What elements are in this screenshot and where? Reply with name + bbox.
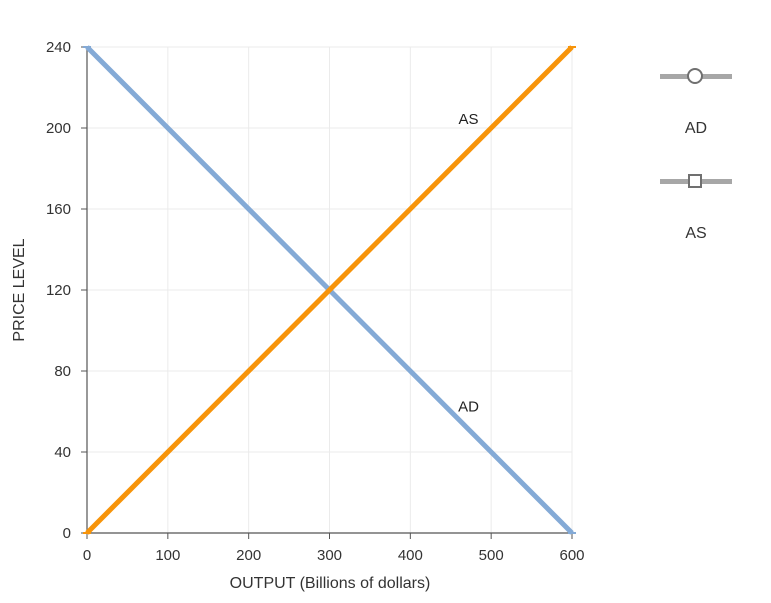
curve-label-ad: AD	[458, 399, 479, 416]
legend-item-ad[interactable]: AD	[656, 62, 736, 167]
x-axis-title: OUTPUT (Billions of dollars)	[230, 575, 431, 592]
y-axis-title: PRICE LEVEL	[11, 238, 28, 341]
x-tick-label: 400	[398, 547, 423, 564]
x-tick-label: 600	[559, 547, 584, 564]
legend-label-ad: AD	[684, 120, 708, 137]
circle-marker-icon	[687, 68, 703, 84]
legend: AD AS	[656, 62, 736, 272]
x-tick-label: 300	[317, 547, 342, 564]
x-tick-label: 200	[236, 547, 261, 564]
y-tick-label: 160	[46, 201, 71, 218]
curve-labels: AD AS	[458, 111, 479, 416]
legend-label-as: AS	[685, 225, 707, 242]
x-tick-label: 500	[479, 547, 504, 564]
y-tick-label: 40	[54, 444, 71, 461]
x-tick-label: 0	[83, 547, 91, 564]
y-tick-label: 200	[46, 120, 71, 137]
y-tick-label: 0	[63, 525, 71, 542]
y-tick-label: 80	[54, 363, 71, 380]
x-tick-labels: 0 100 200 300 400 500 600	[83, 547, 585, 564]
y-tick-labels: 0 40 80 120 160 200 240	[46, 39, 71, 542]
legend-item-as[interactable]: AS	[656, 167, 736, 272]
square-marker-icon	[688, 174, 702, 188]
y-tick-label: 120	[46, 282, 71, 299]
axes	[81, 46, 573, 539]
y-tick-label: 240	[46, 39, 71, 56]
x-tick-label: 100	[155, 547, 180, 564]
curve-label-as: AS	[459, 111, 479, 128]
series-lines	[83, 45, 576, 535]
series-line-as	[85, 45, 574, 535]
